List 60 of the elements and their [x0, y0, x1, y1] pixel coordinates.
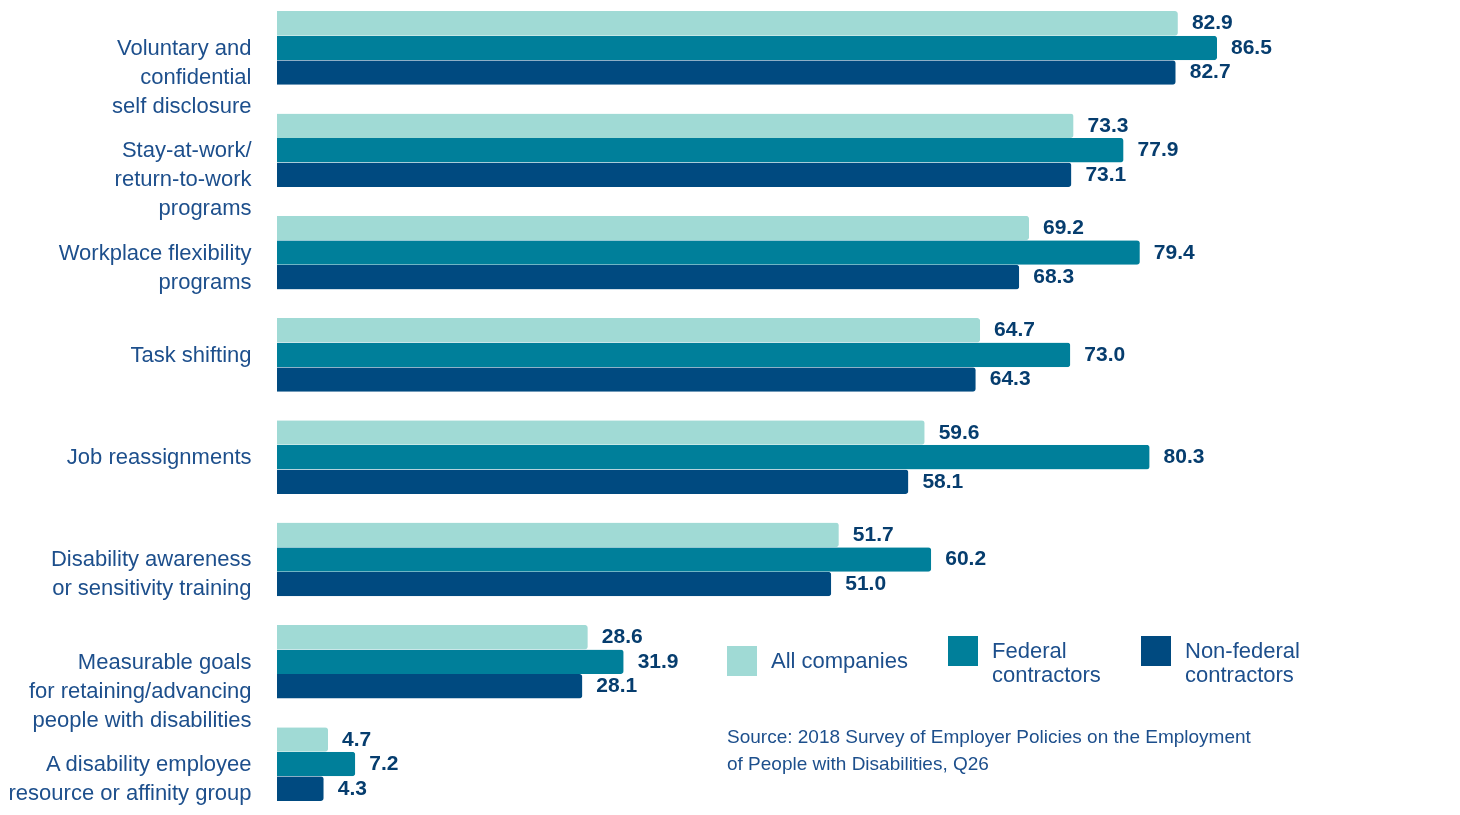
bar — [277, 751, 356, 777]
legend-label: Non-federal contractors — [1185, 638, 1300, 687]
data-label: 64.7 — [994, 317, 1035, 341]
data-label: 51.7 — [852, 521, 894, 545]
y-tick-label: Task shifting — [130, 341, 252, 367]
bar — [277, 11, 1178, 36]
data-label: 4.3 — [337, 775, 367, 799]
data-label: 82.9 — [1191, 10, 1233, 34]
bar — [277, 522, 839, 548]
data-label: 31.9 — [637, 648, 679, 672]
bar — [277, 215, 1029, 241]
bar — [277, 162, 1072, 188]
bar — [277, 649, 624, 675]
bar — [277, 469, 909, 494]
y-tick-label: Stay-at-work/ return-to-work programs — [114, 137, 253, 221]
data-label: 73.0 — [1084, 341, 1126, 365]
data-label: 77.9 — [1137, 137, 1179, 161]
data-label: 58.1 — [922, 468, 964, 492]
bar — [277, 318, 981, 343]
y-tick-label: Job reassignments — [66, 444, 252, 470]
bar — [277, 35, 1217, 61]
y-tick-label: Measurable goals for retaining/advancing people with disabilities — [28, 648, 252, 732]
data-label: 73.1 — [1085, 161, 1127, 185]
data-label: 82.7 — [1189, 59, 1231, 83]
data-label: 64.3 — [989, 366, 1031, 390]
bar — [277, 367, 976, 392]
y-tick-label: Voluntary and confidential self disclosure — [112, 34, 252, 118]
bar — [277, 624, 588, 650]
data-label: 51.0 — [845, 571, 887, 595]
data-label: 4.7 — [342, 726, 372, 750]
bar — [277, 547, 932, 572]
data-label: 86.5 — [1231, 34, 1273, 58]
bar — [277, 727, 329, 752]
bar — [277, 420, 925, 445]
data-label: 28.1 — [596, 673, 638, 697]
bar — [277, 240, 1140, 265]
y-tick-label: A disability employee resource or affinity group — [8, 751, 252, 806]
data-label: 60.2 — [945, 546, 987, 570]
data-label: 80.3 — [1163, 444, 1205, 468]
bar — [277, 776, 324, 801]
y-tick-label: Workplace flexibility programs — [58, 239, 252, 294]
bar — [277, 264, 1020, 290]
legend-label: All companies — [771, 648, 908, 673]
data-label: 7.2 — [369, 751, 399, 775]
bar — [277, 571, 832, 597]
data-label: 73.3 — [1087, 112, 1129, 136]
legend-label: Federal contractors — [992, 638, 1101, 687]
bar — [277, 342, 1071, 368]
data-label: 28.6 — [601, 624, 643, 648]
bar — [277, 60, 1176, 85]
bar — [277, 113, 1074, 138]
y-tick-label: Disability awareness or sensitivity training — [50, 546, 252, 601]
bar — [277, 137, 1124, 163]
data-label: 59.6 — [938, 419, 980, 443]
bar — [277, 444, 1150, 470]
data-label: 69.2 — [1043, 214, 1084, 238]
data-label: 68.3 — [1033, 264, 1075, 288]
annotation: Source: 2018 Survey of Employer Policies on the Employment of People with Disabilities, Q26 — [727, 726, 1252, 774]
bar — [277, 674, 583, 699]
data-label: 79.4 — [1153, 239, 1196, 263]
